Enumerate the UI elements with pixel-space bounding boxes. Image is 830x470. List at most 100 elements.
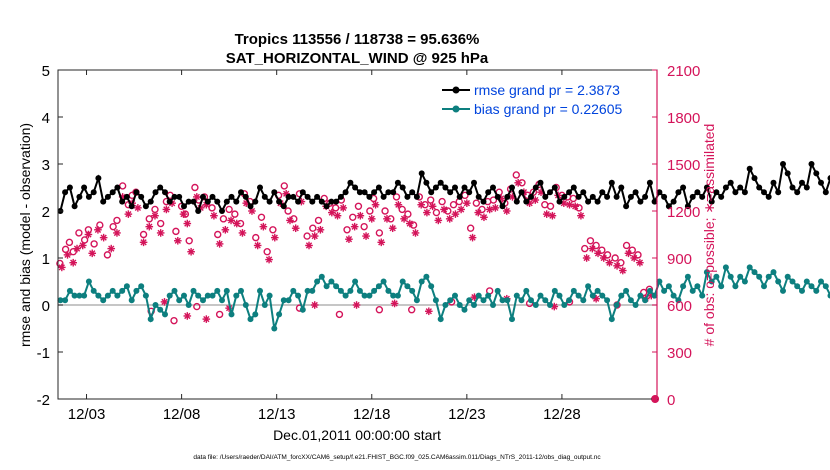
obs-assimilated-stroke (157, 229, 164, 237)
obs-assimilated-marker (542, 210, 551, 218)
bias-point (104, 292, 111, 299)
rmse-point (627, 193, 634, 200)
bias-point (675, 297, 682, 304)
obs-assimilated-stroke (73, 245, 81, 252)
y-tick-label: -1 (37, 345, 50, 362)
obs-assimilated-marker (367, 215, 376, 223)
bias-point (257, 287, 263, 294)
bias-point (656, 278, 663, 285)
obs-assimilated-stroke (429, 203, 436, 210)
rmse-point (751, 175, 758, 182)
rmse-point (228, 193, 235, 200)
y-tick-label-right: 1500 (667, 157, 700, 174)
rmse-point (138, 193, 145, 200)
x-tick-label: 12/13 (258, 406, 296, 423)
bias-point (432, 297, 439, 304)
bias-point (551, 287, 558, 294)
obs-assimilated-marker (84, 230, 93, 239)
rmse-point (694, 189, 701, 196)
rmse-point (181, 203, 187, 210)
rmse-point (732, 189, 739, 196)
bias-point (471, 302, 477, 308)
obs-possible-marker (375, 306, 384, 314)
obs-possible-marker (617, 259, 625, 267)
rmse-point (347, 179, 354, 186)
rmse-point (490, 184, 496, 191)
obs-possible-marker (172, 227, 180, 236)
obs-possible-marker (622, 241, 631, 250)
rmse-point (114, 184, 121, 191)
bias-point (642, 297, 649, 304)
obs-assimilated-stroke (184, 312, 191, 320)
bias-point (751, 269, 758, 276)
rmse-point (528, 193, 534, 200)
bias-point (632, 302, 639, 308)
legend-bias-label: bias grand pr = 0.22605 (474, 101, 622, 117)
obs-assimilated-marker (428, 202, 437, 211)
rmse-point (233, 198, 240, 205)
rmse-point (680, 184, 687, 191)
bias-point (627, 297, 634, 304)
obs-possible-marker (628, 246, 636, 254)
obs-assimilated-marker (253, 241, 262, 250)
bias-point (185, 302, 192, 308)
obs-assimilated-marker (502, 207, 511, 215)
rmse-point (333, 198, 340, 205)
obs-assimilated-stroke (161, 298, 168, 306)
bias-point (499, 297, 506, 304)
y-tick-label: 5 (42, 63, 50, 80)
obs-assimilated-stroke (353, 301, 360, 309)
obs-assimilated-marker (145, 222, 154, 231)
obs-assimilated-stroke (446, 215, 453, 222)
rmse-point (280, 203, 287, 210)
obs-possible-marker (145, 215, 153, 223)
bias-point (680, 283, 687, 290)
bias-point (661, 287, 668, 294)
rmse-point (656, 189, 663, 196)
obs-assimilated-stroke (549, 212, 556, 219)
obs-assimilated-marker (221, 226, 230, 234)
obs-assimilated-marker (238, 229, 247, 237)
obs-assimilated-marker (345, 235, 353, 243)
rmse-point (551, 184, 558, 191)
obs-assimilated-stroke (372, 201, 379, 208)
obs-assimilated-stroke (134, 204, 142, 212)
obs-assimilated-stroke (395, 201, 402, 208)
bias-point (295, 292, 302, 299)
bias-point (190, 287, 197, 294)
obs-assimilated-stroke (193, 193, 200, 201)
bias-point (537, 292, 544, 299)
rmse-point (585, 198, 592, 205)
obs-possible-marker (90, 240, 98, 248)
obs-possible-marker (581, 244, 589, 253)
obs-possible-marker (109, 222, 117, 231)
bias-point (371, 287, 378, 294)
obs-assimilated-marker (124, 210, 133, 218)
rmse-point (608, 179, 615, 186)
obs-assimilated-stroke (227, 217, 235, 224)
rmse-point (575, 193, 582, 200)
obs-possible-marker (231, 210, 239, 218)
x-tick-label: 12/03 (68, 406, 106, 423)
rmse-point (95, 175, 102, 182)
obs-possible-marker (398, 205, 406, 214)
bias-point (123, 283, 130, 290)
bias-point (399, 278, 406, 285)
obs-assimilated-marker (259, 222, 268, 231)
rmse-point (375, 184, 382, 191)
obs-assimilated-stroke (551, 303, 558, 310)
bias-point (428, 283, 435, 290)
obs-assimilated-marker (390, 299, 399, 308)
bias-point (589, 292, 596, 299)
bias-point (775, 278, 782, 285)
obs-assimilated-marker (440, 205, 448, 214)
obs-assimilated-stroke (222, 226, 229, 233)
rmse-point (104, 193, 111, 200)
obs-assimilated-stroke (94, 226, 102, 233)
rmse-point (775, 189, 782, 196)
obs-possible-marker (214, 230, 222, 239)
obs-assimilated-stroke (636, 259, 644, 266)
bias-point (737, 273, 744, 280)
obs-assimilated-marker (113, 229, 121, 237)
